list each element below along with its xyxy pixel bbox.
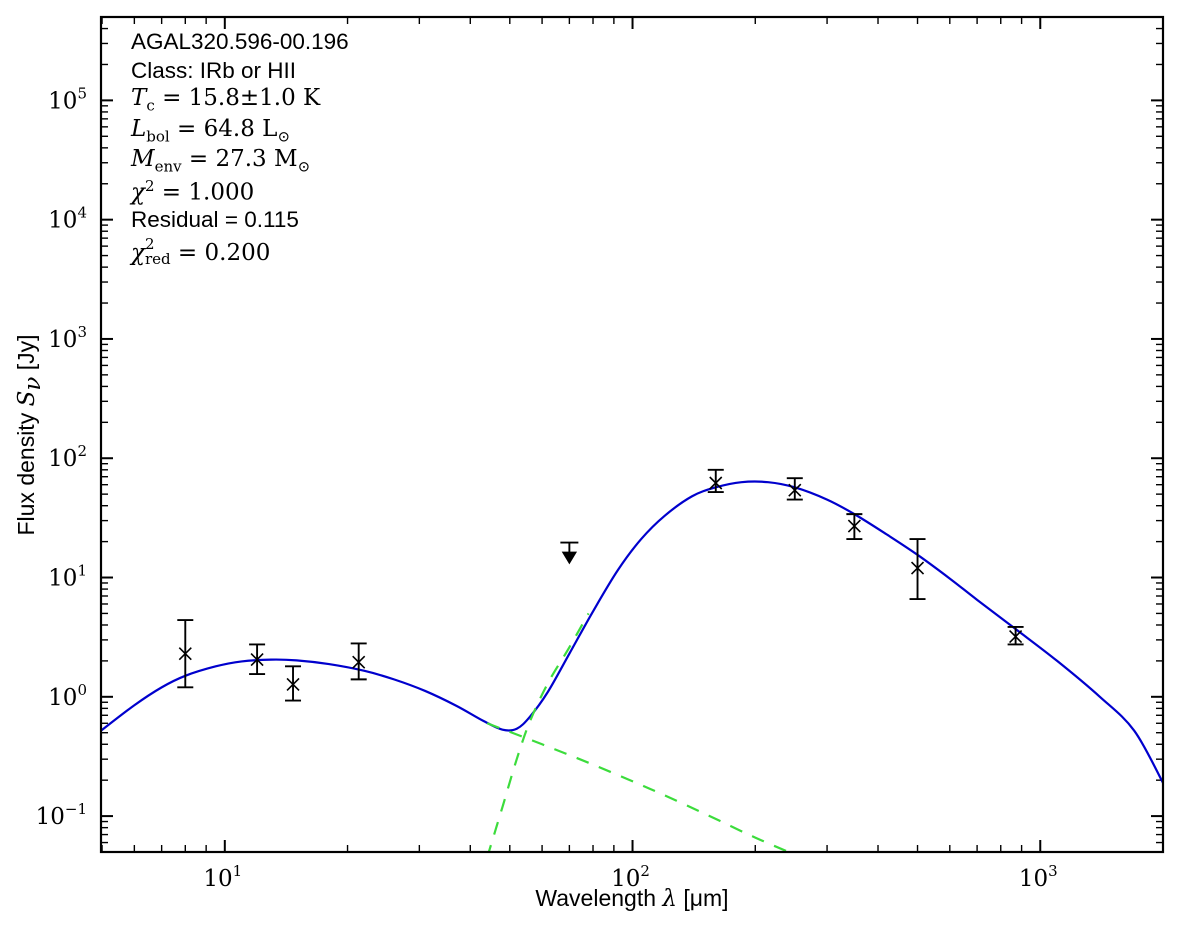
x-tick-label-0: 101 bbox=[203, 862, 242, 892]
mass-value: 27.3 bbox=[215, 146, 267, 173]
marker-cross bbox=[286, 677, 300, 691]
chi2-red-value: 0.200 bbox=[204, 239, 271, 266]
chi2-value: 1.000 bbox=[188, 179, 255, 206]
temperature-subscript: c bbox=[146, 96, 155, 115]
luminosity-subscript: bol bbox=[146, 127, 170, 146]
plot-frame bbox=[99, 15, 1165, 854]
temperature-symbol: T bbox=[131, 85, 147, 111]
mass-symbol: M bbox=[131, 146, 155, 173]
chi2-symbol: χ bbox=[131, 179, 145, 206]
data-point bbox=[707, 468, 724, 494]
annotation-chi2: χ2 = 1.000 bbox=[131, 176, 255, 206]
residual-value: 0.115 bbox=[244, 207, 299, 233]
mass-unit: M bbox=[274, 146, 298, 173]
annotation-mass: Menv = 27.3 M⊙ bbox=[131, 146, 311, 176]
model-component-curve bbox=[487, 612, 590, 852]
data-point bbox=[285, 665, 302, 702]
temperature-unit: K bbox=[303, 85, 321, 111]
y-tick-label-3: 102 bbox=[48, 442, 87, 472]
marker-cross bbox=[709, 476, 723, 490]
annotation-temperature: Tc = 15.8±1.0 K bbox=[131, 85, 321, 115]
temperature-pm: ± bbox=[239, 85, 260, 111]
luminosity-unit-subscript: ⊙ bbox=[277, 127, 291, 146]
y-axis-title: Flux density Sν [Jy] bbox=[13, 334, 46, 535]
model-component-curve bbox=[486, 722, 792, 852]
chi2-red-superscript: 2 bbox=[144, 234, 155, 253]
x-tick-label-2: 103 bbox=[1019, 862, 1058, 892]
data-point bbox=[177, 619, 194, 689]
source-annotation-block: AGAL320.596-00.196 Class: IRb or HII Tc … bbox=[131, 28, 551, 269]
marker-cross bbox=[788, 483, 802, 497]
chi2-superscript: 2 bbox=[144, 176, 155, 195]
luminosity-unit: L bbox=[262, 115, 278, 142]
luminosity-value: 64.8 bbox=[203, 115, 255, 142]
data-point bbox=[1007, 626, 1024, 646]
marker-cross bbox=[250, 653, 264, 667]
temperature-value: 15.8 bbox=[188, 85, 240, 111]
marker-cross bbox=[1009, 629, 1023, 644]
tick-labels: 101 102 103 10−1 100 101 102 103 104 105 bbox=[36, 84, 1058, 892]
mass-unit-subscript: ⊙ bbox=[297, 157, 311, 176]
chi2-red-symbol: χ bbox=[131, 239, 145, 266]
y-tick-label-2: 101 bbox=[48, 562, 87, 592]
data-points bbox=[177, 468, 1024, 702]
data-point bbox=[786, 477, 803, 501]
model-curves bbox=[101, 480, 1163, 852]
marker-cross bbox=[847, 519, 861, 533]
data-point bbox=[846, 513, 863, 541]
upper-limit-marker bbox=[560, 541, 579, 565]
y-tick-label-0: 10−1 bbox=[36, 800, 87, 830]
annotation-chi2-red: χ 2 red = 0.200 bbox=[131, 234, 271, 268]
annotation-class: Class: IRb or HII bbox=[131, 57, 297, 83]
data-point bbox=[909, 538, 926, 600]
chi2-red-subscript: red bbox=[144, 249, 171, 268]
data-point bbox=[249, 643, 266, 676]
mass-subscript: env bbox=[154, 157, 182, 176]
x-axis-title: Wavelength λ [μm] bbox=[535, 885, 728, 912]
y-tick-label-4: 103 bbox=[48, 323, 87, 353]
x-tick-label-1: 102 bbox=[611, 862, 650, 892]
residual-label: Residual bbox=[131, 207, 219, 233]
marker-cross bbox=[910, 561, 925, 575]
annotation-luminosity: Lbol = 64.8 L⊙ bbox=[131, 115, 291, 146]
chi2-red-indices: 2 red bbox=[144, 234, 171, 268]
marker-cross bbox=[352, 655, 366, 669]
y-tick-label-6: 105 bbox=[48, 84, 87, 114]
annotation-source-name: AGAL320.596-00.196 bbox=[131, 29, 349, 54]
y-tick-label-5: 104 bbox=[48, 204, 87, 234]
temperature-error: 1.0 bbox=[259, 85, 296, 111]
annotation-residual: Residual = 0.115 bbox=[131, 207, 299, 233]
y-tick-label-1: 100 bbox=[48, 681, 87, 711]
luminosity-symbol: L bbox=[131, 115, 147, 142]
upper-limit-arrowhead bbox=[561, 551, 578, 565]
model-total-curve bbox=[101, 480, 1163, 784]
data-point bbox=[350, 642, 367, 681]
marker-cross bbox=[178, 647, 192, 661]
